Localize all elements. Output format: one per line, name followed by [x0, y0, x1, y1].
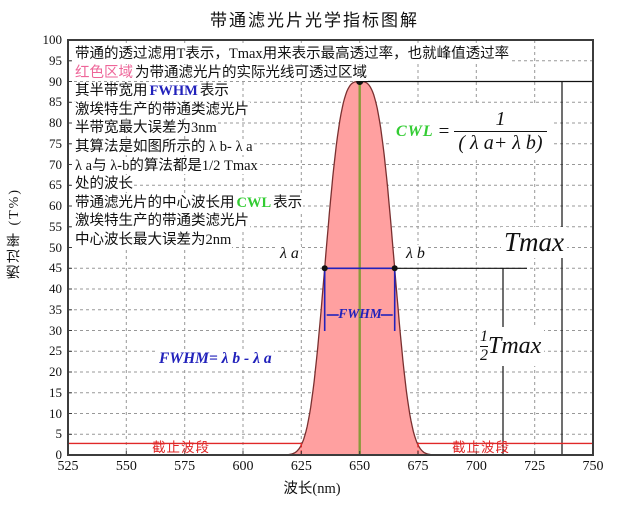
lambda-b-dot — [391, 265, 398, 272]
half-fraction-denominator: 2 — [480, 346, 488, 364]
y-tick-label: 20 — [49, 364, 62, 379]
cwl-fraction-numerator: 1 — [495, 108, 506, 130]
x-axis-title: 波长(nm) — [283, 481, 341, 497]
note-segment: 表示 — [272, 194, 304, 211]
y-tick-label: 15 — [49, 384, 62, 400]
note-line: 处的波长 — [74, 175, 510, 194]
cutoff-band-label-left: 截止波段 — [152, 440, 210, 455]
x-tick-label: 550 — [115, 459, 137, 474]
cwl-formula: CWL = 1 ( λ a+ λ b) — [392, 106, 551, 157]
cwl-label: CWL — [396, 122, 434, 140]
fwhm-bracket-label: FWHM — [338, 306, 382, 321]
y-tick-label: 10 — [49, 405, 62, 421]
x-tick-label: 600 — [232, 459, 254, 474]
note-line: 其半带宽用 FWHM 表示 — [74, 82, 510, 101]
x-tick-label: 725 — [524, 459, 546, 474]
y-tick-label: 45 — [49, 260, 62, 276]
note-segment: 半带宽最大误差为3nm — [74, 120, 218, 137]
y-tick-label: 60 — [49, 198, 62, 213]
x-tick-label: 650 — [349, 459, 371, 474]
lambda-a-dot — [321, 265, 328, 272]
half-tmax-label: 1 2 Tmax — [477, 327, 545, 366]
y-tick-label: 30 — [49, 322, 62, 338]
note-line: 中心波长最大误差为2nm — [74, 231, 510, 250]
note-segment: 处的波长 — [74, 176, 134, 193]
note-segment: 其半带宽用 — [74, 83, 149, 100]
note-segment: 带通滤光片的中心波长用 — [74, 194, 236, 211]
note-line: 带通滤光片的中心波长用 CWL 表示 — [74, 194, 510, 213]
lambda-b-label: λ b — [404, 245, 427, 263]
y-tick-label: 40 — [49, 281, 62, 296]
x-tick-label: 700 — [465, 459, 487, 474]
note-segment: CWL — [235, 194, 273, 211]
note-segment: 带通的透过滤用T表示，Tmax用来表示最高透过率，也就峰值透过率 — [74, 46, 511, 62]
fwhm-formula: FWHM= λ b - λ a — [157, 350, 274, 368]
cwl-equals-sign: = — [438, 120, 450, 142]
y-tick-label: 80 — [49, 115, 62, 130]
half-fraction: 1 2 — [480, 328, 488, 365]
x-tick-label: 675 — [407, 459, 429, 474]
fwhm-bracket — [323, 267, 396, 331]
cwl-fraction: 1 ( λ a+ λ b) — [454, 108, 547, 155]
y-tick-label: 55 — [49, 218, 62, 234]
note-line: 激埃特生产的带通类滤光片 — [74, 212, 510, 231]
x-tick-label: 750 — [582, 459, 604, 474]
note-segment: 中心波长最大误差为2nm — [74, 231, 233, 248]
y-tick-label: 100 — [42, 32, 63, 47]
note-segment: 激埃特生产的带通类滤光片 — [74, 101, 250, 118]
note-segment: 红色区域 — [74, 64, 134, 81]
note-line: 红色区域 为带通滤光片的实际光线可透过区域 — [74, 64, 510, 83]
y-axis-title: 透过率 (T%) — [7, 188, 22, 280]
y-tick-label: 25 — [49, 343, 62, 359]
x-tick-label: 525 — [57, 459, 79, 474]
lambda-a-label: λ a — [278, 245, 301, 263]
y-tick-label: 70 — [49, 156, 62, 172]
annotation-notes: 带通的透过滤用T表示，Tmax用来表示最高透过率，也就峰值透过率 红色区域 为带通滤… — [74, 45, 511, 250]
note-line: λ a与 λ-b的算法都是1/2 Tmax — [74, 157, 510, 176]
y-tick-label: 0 — [55, 447, 63, 462]
cutoff-band-label-right: 截止波段 — [452, 440, 510, 455]
y-tick-label: 50 — [49, 239, 62, 255]
note-segment: 激埃特生产的带通类滤光片 — [74, 213, 250, 230]
half-tmax-text: Tmax — [488, 333, 542, 359]
note-segment: 表示 — [198, 83, 230, 100]
y-tick-label: 5 — [55, 426, 63, 442]
chart-title: 带通滤光片光学指标图解 — [210, 11, 419, 30]
half-fraction-numerator: 1 — [480, 328, 488, 345]
note-line: 激埃特生产的带通类滤光片 — [74, 101, 510, 120]
note-segment: 为带通滤光片的实际光线可透过区域 — [134, 64, 368, 81]
y-tick-label: 75 — [49, 135, 62, 151]
tmax-label: Tmax — [501, 227, 567, 258]
note-segment: λ a与 λ-b的算法都是1/2 Tmax — [74, 157, 259, 174]
y-tick-label: 95 — [49, 52, 62, 68]
x-tick-label: 625 — [290, 459, 312, 474]
y-tick-label: 35 — [49, 301, 62, 317]
note-line: 带通的透过滤用T表示，Tmax用来表示最高透过率，也就峰值透过率 — [74, 45, 511, 64]
y-tick-label: 90 — [49, 73, 62, 89]
note-line: 半带宽最大误差为3nm — [74, 119, 510, 138]
x-tick-label: 575 — [174, 459, 196, 474]
cwl-fraction-denominator: ( λ a+ λ b) — [454, 131, 547, 155]
note-segment: FWHM — [148, 83, 199, 100]
note-line: 其算法是如图所示的 λ b- λ a — [74, 138, 510, 157]
y-tick-label: 85 — [49, 94, 62, 110]
axis-ticks — [67, 39, 594, 456]
y-tick-label: 65 — [49, 177, 62, 193]
note-segment: 其算法是如图所示的 λ b- λ a — [74, 138, 254, 155]
